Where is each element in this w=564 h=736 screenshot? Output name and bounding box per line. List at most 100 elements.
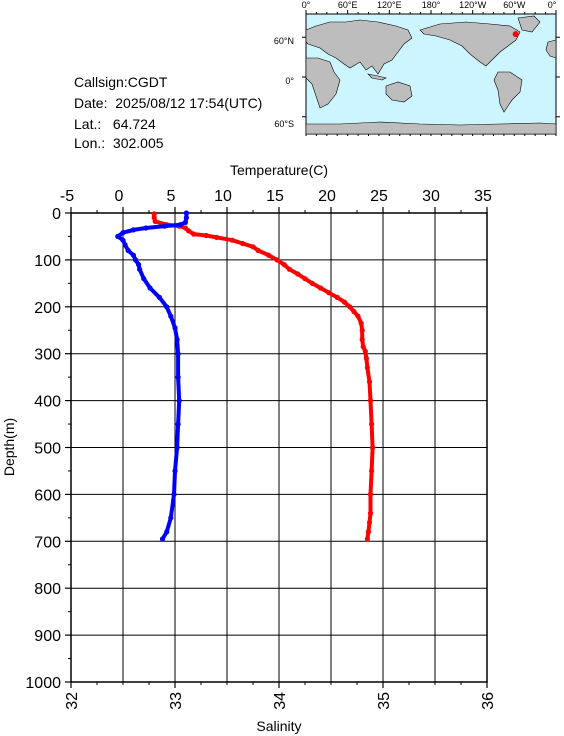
map-top-tick-2: 120°E	[377, 0, 402, 10]
temperature-point	[318, 285, 324, 291]
temperature-point	[351, 308, 357, 315]
salinity-tick-label: 33	[168, 692, 185, 710]
temperature-point	[364, 536, 370, 542]
salinity-point	[183, 215, 189, 221]
temperature-point	[334, 294, 340, 300]
temperature-point	[367, 491, 374, 497]
temperature-tick-label: 0	[115, 188, 124, 205]
temperature-point	[302, 276, 308, 282]
map-top-labels: 0° 60°E 120°E 180° 120°W 60°W 0°	[302, 0, 557, 10]
salinity-point	[115, 233, 121, 239]
temperature-tick-label: 20	[318, 188, 336, 205]
salinity-point	[159, 536, 166, 542]
map-lat-tick-0: 60°N	[274, 36, 294, 46]
salinity-point	[122, 242, 128, 248]
temperature-point	[185, 228, 192, 234]
date-label: Date:	[74, 95, 108, 111]
temperature-point	[309, 280, 315, 286]
temperature-point	[229, 237, 235, 243]
temperature-tick-label: 30	[422, 188, 440, 205]
date-text: Date: 2025/08/12 17:54(UTC)	[74, 95, 262, 111]
salinity-point	[175, 374, 181, 380]
salinity-point	[141, 276, 147, 282]
temperature-point	[369, 468, 375, 474]
map-right-labels: 60°N 0° 60°S	[274, 36, 295, 129]
callsign-label: Callsign:	[74, 74, 128, 90]
salinity-point	[171, 491, 177, 497]
salinity-point	[172, 325, 178, 331]
temperature-axis-title: Temperature(C)	[230, 162, 328, 178]
map-lat-tick-1: 0°	[285, 76, 294, 86]
map-frame-ticks	[302, 10, 560, 136]
salinity-point	[120, 230, 126, 236]
temperature-point	[191, 231, 197, 237]
salinity-point	[183, 210, 189, 216]
land-europe-west	[545, 39, 557, 59]
temperature-point	[295, 271, 301, 277]
depth-tick-label: 300	[34, 347, 61, 364]
land-north-america	[419, 21, 521, 67]
temperature-point	[255, 247, 261, 254]
grid-lines	[70, 212, 488, 683]
temperature-point	[370, 444, 376, 451]
depth-tick-label: 500	[34, 441, 61, 458]
temperature-point	[151, 211, 157, 217]
map-top-tick-5: 60°W	[503, 0, 526, 10]
land-africa	[305, 57, 341, 109]
depth-tick-label: 700	[34, 534, 61, 551]
temperature-tick-label: 10	[214, 188, 232, 205]
temperature-point	[359, 337, 365, 343]
temperature-point	[214, 234, 220, 240]
temperature-point	[367, 510, 374, 516]
depth-tick-label: 900	[34, 628, 61, 645]
temperature-point	[369, 421, 375, 427]
axis-ticks	[65, 207, 488, 688]
depth-tick-label: 400	[34, 394, 61, 411]
temperature-point	[362, 348, 368, 354]
temperature-tick-label: -5	[60, 188, 74, 205]
callsign-value: CGDT	[127, 74, 168, 90]
temperature-point	[360, 344, 366, 350]
salinity-tick-label: 36	[480, 692, 497, 710]
salinity-point	[132, 257, 139, 263]
depth-tick-label: 800	[34, 581, 61, 598]
temperature-tick-label: 35	[474, 188, 492, 205]
depth-tick-label: 200	[34, 300, 61, 317]
salinity-point	[175, 421, 181, 427]
salinity-point	[120, 237, 126, 243]
temperature-point	[286, 266, 292, 272]
temperature-point	[250, 244, 256, 250]
temperature-point	[240, 240, 246, 247]
temperature-point	[266, 252, 272, 258]
temperature-point	[281, 262, 287, 268]
land-south-america	[493, 71, 523, 113]
depth-tick-label: 0	[52, 206, 61, 223]
depth-axis-title: Depth(m)	[1, 418, 17, 476]
temperature-point	[358, 320, 364, 326]
lat-label: Lat.:	[74, 116, 102, 132]
temperature-point	[152, 218, 158, 224]
salinity-point	[137, 266, 143, 272]
salinity-tick-label: 35	[376, 692, 393, 710]
lon-text: Lon.: 302.005	[74, 135, 164, 151]
temperature-tick-label: 25	[370, 188, 388, 205]
lat-value: 64.724	[112, 116, 156, 132]
lat-text: Lat.: 64.724	[74, 116, 156, 132]
salinity-point	[125, 247, 131, 254]
salinity-point	[182, 219, 188, 225]
map-lat-tick-2: 60°S	[274, 119, 294, 129]
temperature-point	[341, 299, 348, 305]
data-series	[115, 210, 376, 542]
salinity-tick-label: 34	[272, 692, 289, 710]
lon-value: 302.005	[112, 135, 164, 151]
salinity-point	[162, 223, 168, 229]
temperature-point	[355, 313, 361, 319]
salinity-point	[177, 222, 183, 228]
temperature-point	[347, 304, 353, 310]
temperature-point	[274, 257, 280, 263]
salinity-point	[168, 515, 174, 521]
temperature-point	[365, 529, 371, 535]
salinity-point	[174, 444, 180, 451]
